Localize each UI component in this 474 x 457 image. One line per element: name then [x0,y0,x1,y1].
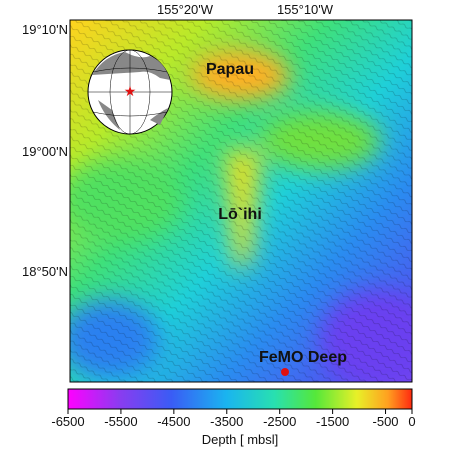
y-label: 18°50'N [22,264,68,279]
annotation: Lō`ihi [218,206,262,223]
tick-label: -2500 [263,414,296,429]
tick-label: -6500 [51,414,84,429]
x-label: 155°10'W [277,2,334,17]
map-frame [69,19,413,383]
y-label: 19°00'N [22,144,68,159]
colorbar [67,388,413,410]
svg-text:★: ★ [124,83,137,99]
site-marker [281,368,289,376]
colorbar-label: Depth [ mbsl] [202,432,279,447]
tick-label: -5500 [104,414,137,429]
tick-label: -1500 [316,414,349,429]
y-label: 19°10'N [22,22,68,37]
tick-label: -4500 [157,414,190,429]
tick-label: -3500 [210,414,243,429]
tick-label: -500 [373,414,399,429]
x-label: 155°20'W [157,2,214,17]
tick-label: 0 [408,414,415,429]
annotation: FeMO Deep [259,349,347,366]
annotation: Papau [206,61,254,78]
globe-inset: ★ [87,49,173,135]
